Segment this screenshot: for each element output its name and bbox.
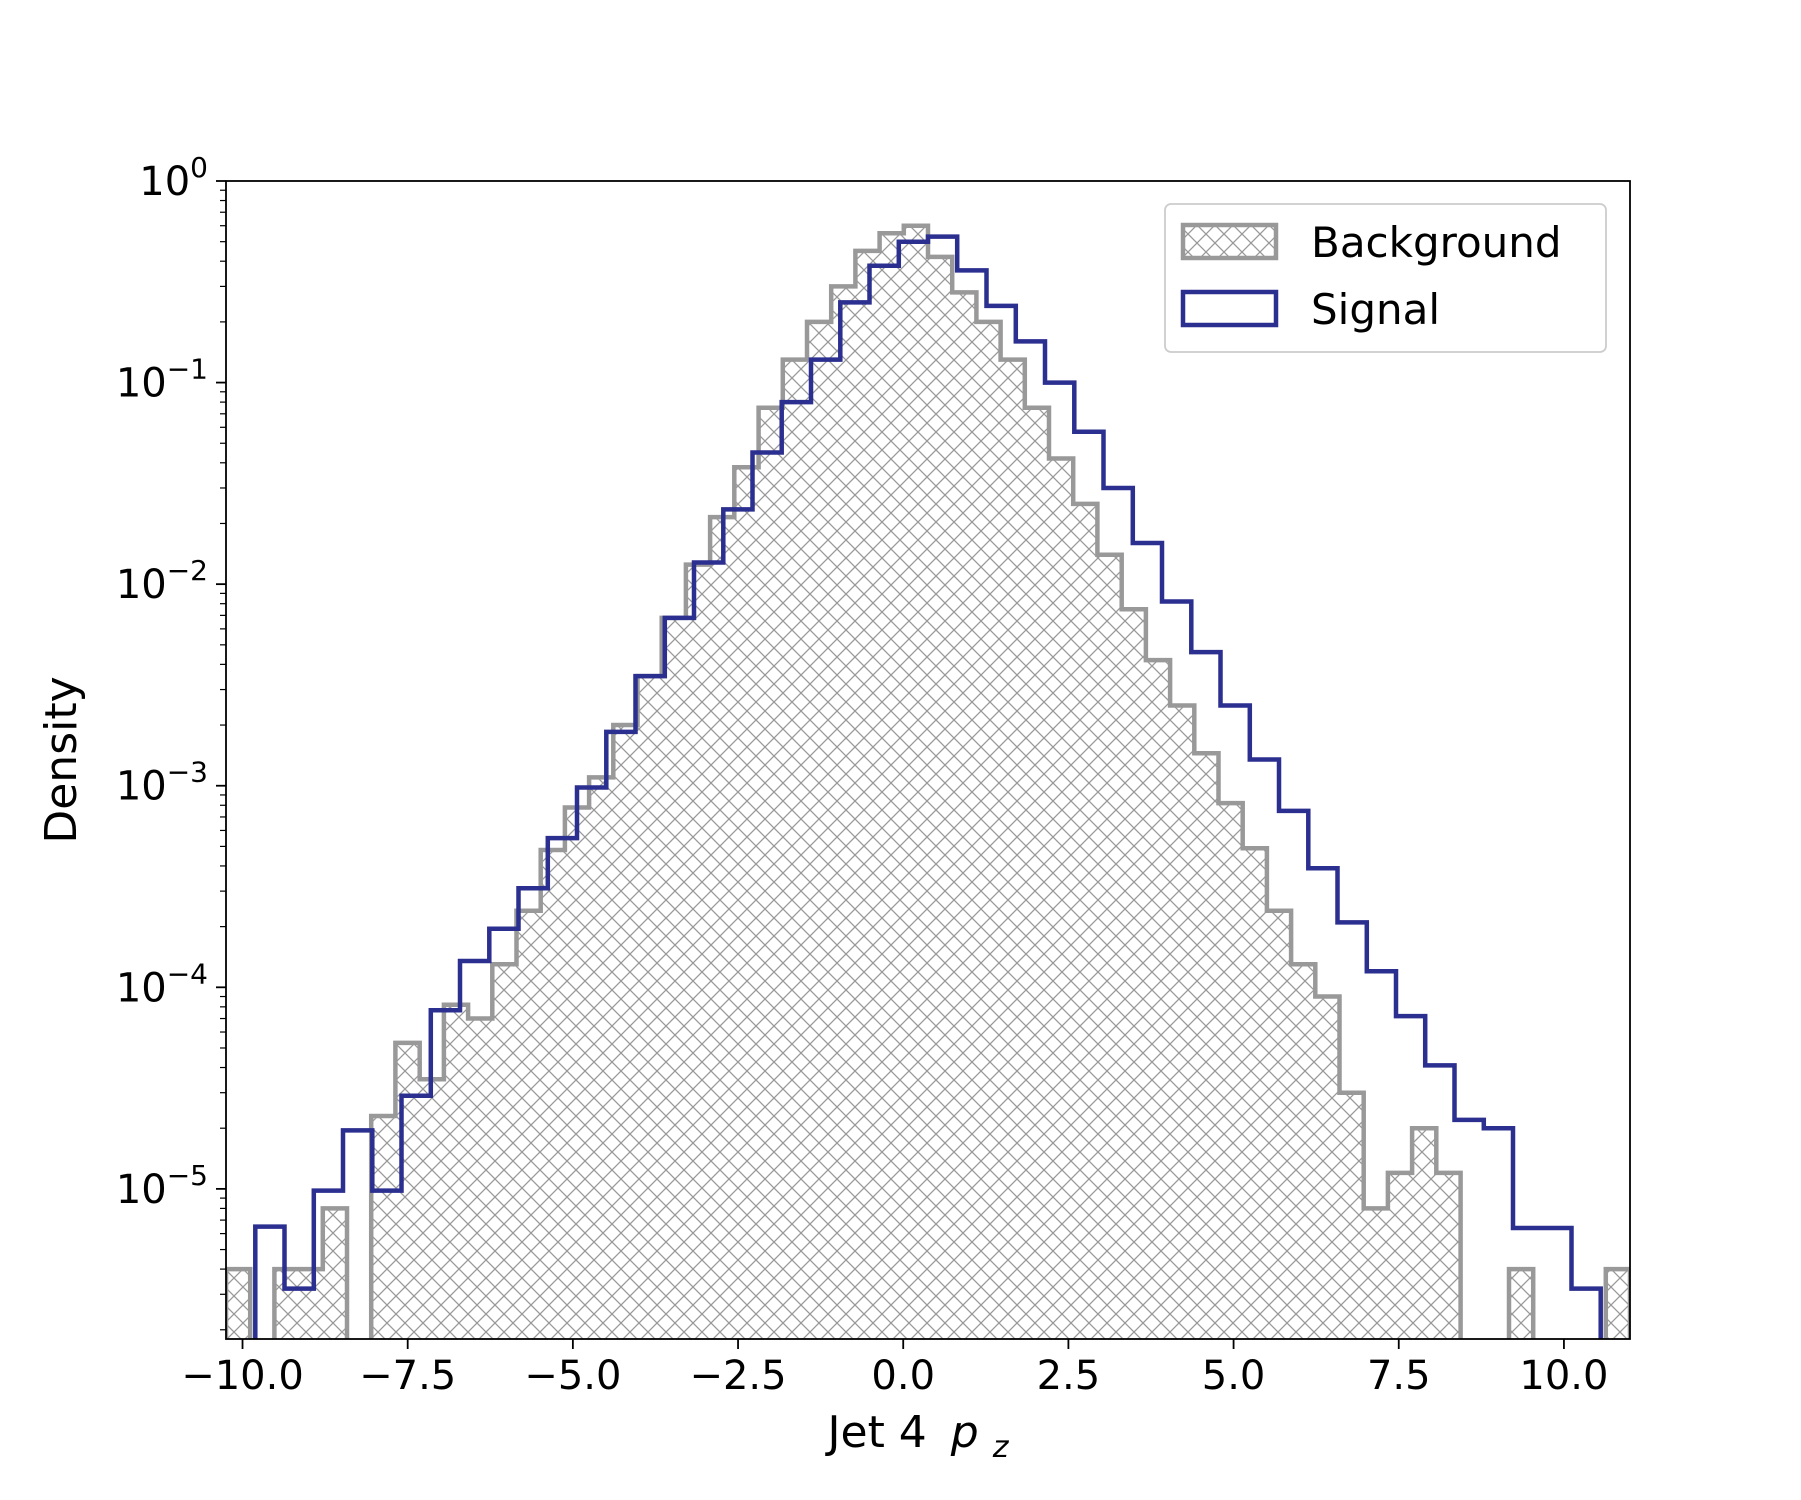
y-tick-label: 10−3 xyxy=(116,756,208,810)
x-tick-label: −7.5 xyxy=(359,1353,456,1399)
y-tick-label: 10−4 xyxy=(116,957,208,1011)
x-tick-label: −10.0 xyxy=(181,1353,304,1399)
y-tick-label: 10−2 xyxy=(116,554,208,608)
x-axis-title-math: p xyxy=(950,1407,979,1458)
signal-histogram-outline xyxy=(253,234,1603,1339)
x-tick-label: 7.5 xyxy=(1367,1353,1431,1399)
legend-swatch-signal xyxy=(1180,289,1279,328)
legend-swatch-background xyxy=(1180,222,1279,261)
y-axis-title: Density xyxy=(36,676,87,843)
x-axis: −10.0 −7.5 −5.0 −2.5 0.0 2.5 5.0 7.5 10.0 xyxy=(181,1339,1608,1399)
x-tick-label: 5.0 xyxy=(1202,1353,1266,1399)
plot-area xyxy=(226,223,1630,1339)
x-tick-label: 0.0 xyxy=(871,1353,935,1399)
x-tick-label: 10.0 xyxy=(1519,1353,1608,1399)
x-axis-title-subscript: z xyxy=(992,1430,1010,1465)
legend-label-signal: Signal xyxy=(1311,285,1440,334)
legend-label-background: Background xyxy=(1311,218,1562,267)
y-tick-label: 100 xyxy=(139,151,208,205)
x-tick-label: −5.0 xyxy=(524,1353,621,1399)
x-tick-label: 2.5 xyxy=(1037,1353,1101,1399)
y-tick-label: 10−1 xyxy=(116,353,208,407)
x-axis-title-text: Jet 4 xyxy=(825,1407,927,1458)
y-tick-label: 10−5 xyxy=(116,1159,208,1213)
x-tick-label: −2.5 xyxy=(689,1353,786,1399)
y-axis: 100 10−1 10−2 10−3 10−4 10−5 xyxy=(116,151,226,1331)
background-histogram-outline xyxy=(226,223,1630,1339)
plot-frame xyxy=(225,180,1631,1340)
x-axis-title: Jet 4 p z xyxy=(825,1407,1010,1465)
background-histogram-fill xyxy=(226,225,1630,1339)
legend: Background Signal xyxy=(1164,203,1607,353)
